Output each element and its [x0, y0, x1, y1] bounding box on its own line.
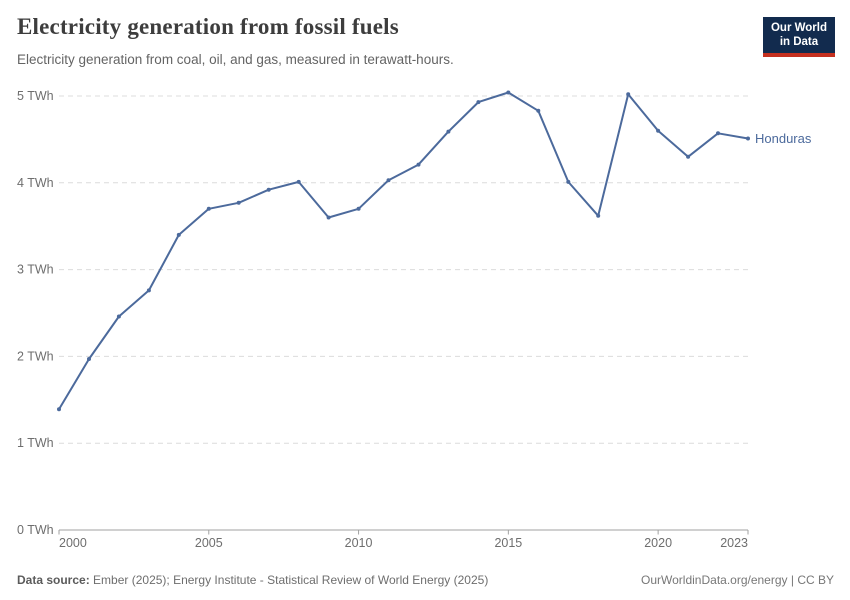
data-point [116, 314, 121, 319]
chart-subtitle: Electricity generation from coal, oil, a… [17, 52, 454, 67]
data-point [266, 187, 271, 192]
data-point [716, 131, 720, 136]
data-point [686, 154, 691, 159]
data-point [566, 179, 571, 184]
x-axis-tick-label: 2000 [59, 536, 87, 550]
series-end-label: Honduras [755, 131, 812, 146]
data-point [536, 108, 541, 113]
data-point [356, 206, 361, 211]
data-point [506, 90, 511, 95]
owid-logo: Our World in Data [762, 17, 835, 57]
y-axis-tick-label: 3 TWh [17, 263, 54, 277]
x-axis-tick-label: 2020 [644, 536, 672, 550]
data-point [296, 179, 301, 184]
y-axis-tick-label: 0 TWh [17, 523, 54, 537]
credit-link: OurWorldinData.org/energy | CC BY [641, 573, 834, 587]
data-point [476, 100, 481, 105]
x-axis-tick-label: 2023 [720, 536, 748, 550]
data-point [236, 200, 241, 205]
y-axis-tick-label: 2 TWh [17, 349, 54, 363]
y-axis-tick-label: 1 TWh [17, 436, 54, 450]
x-axis-tick-label: 2015 [494, 536, 522, 550]
data-point [176, 232, 181, 237]
data-source-label: Data source: [17, 573, 90, 587]
data-line [58, 91, 749, 411]
data-point [746, 136, 750, 141]
data-point [386, 178, 391, 183]
data-source: Data source: Ember (2025); Energy Instit… [17, 570, 488, 590]
data-point [326, 215, 331, 220]
data-point [596, 213, 601, 218]
data-point [206, 206, 211, 211]
data-point [446, 129, 451, 134]
data-source-text: Ember (2025); Energy Institute - Statist… [93, 573, 489, 587]
data-point [87, 357, 91, 361]
owid-logo-line2: in Data [779, 35, 819, 48]
data-point [626, 92, 631, 97]
data-point [416, 162, 421, 167]
x-axis-tick-label: 2010 [345, 536, 373, 550]
x-axis-tick-label: 2005 [195, 536, 223, 550]
chart-footer: Data source: Ember (2025); Energy Instit… [17, 570, 834, 590]
y-axis-tick-label: 4 TWh [17, 176, 54, 190]
data-point [146, 288, 151, 293]
owid-logo-line1: Our World [770, 22, 827, 34]
page-title: Electricity generation from fossil fuels [17, 14, 399, 39]
data-point [57, 407, 61, 412]
y-axis-tick-label: 5 TWh [17, 89, 54, 103]
data-point [656, 128, 661, 133]
